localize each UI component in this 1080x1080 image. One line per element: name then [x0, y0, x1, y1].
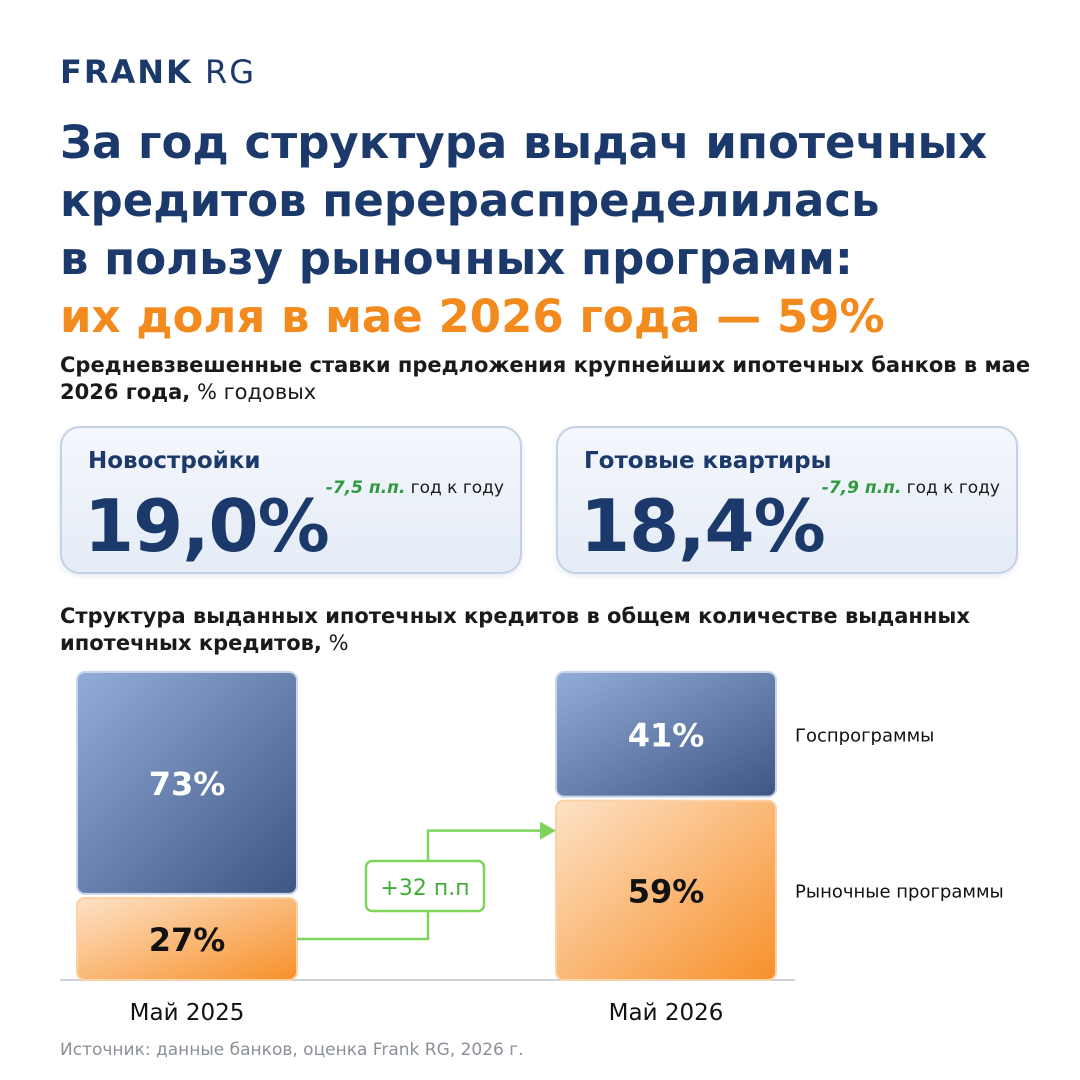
structure-section-title: Структура выданных ипотечных кредитов в …	[60, 603, 1040, 657]
annotation-label: +32 п.п	[380, 876, 469, 901]
rate-card-change: -7,5 п.п. год к году	[326, 478, 504, 498]
structure-title-main: Структура выданных ипотечных кредитов в …	[60, 604, 970, 655]
rate-card-value: 18,4%	[580, 484, 826, 568]
bar-gov-programs	[76, 671, 298, 895]
rates-title-main: Средневзвешенные ставки предложения круп…	[60, 353, 1031, 404]
bar-market-label: 59%	[628, 872, 705, 910]
rate-card-delta: -7,9 п.п.	[821, 478, 902, 498]
bar-market-label: 27%	[149, 921, 226, 959]
category-label: Май 2025	[130, 1000, 245, 1026]
annotation-box	[364, 859, 486, 913]
brand-suffix: RG	[205, 53, 257, 91]
rate-card-delta-suffix: год к году	[405, 478, 504, 498]
rate-card-title: Новостройки	[88, 448, 261, 474]
brand-name: FRANK	[60, 53, 193, 91]
structure-title-unit: %	[321, 631, 349, 655]
rate-card-change: -7,9 п.п. год к году	[822, 478, 1000, 498]
headline-line-3: в пользу рыночных программ:	[60, 232, 853, 285]
rates-title-unit: % годовых	[190, 380, 317, 404]
headline-accent: их доля в мае 2026 года — 59%	[60, 290, 885, 343]
bar-gov-label: 41%	[628, 716, 705, 754]
bar-gov-label: 73%	[149, 765, 226, 803]
rate-card-title: Готовые квартиры	[584, 448, 832, 474]
rate-card-ready-apartments: Готовые квартиры 18,4% -7,9 п.п. год к г…	[556, 426, 1018, 574]
growth-arrow-head	[540, 821, 556, 840]
rates-section-title: Средневзвешенные ставки предложения круп…	[60, 352, 1040, 406]
brand-logo: FRANK RG	[60, 56, 256, 88]
rate-card-delta-suffix: год к году	[901, 478, 1000, 498]
bar-gov-programs	[555, 671, 777, 798]
bar-market-programs	[555, 799, 777, 982]
rate-card-delta: -7,5 п.п.	[325, 478, 406, 498]
source-note: Источник: данные банков, оценка Frank RG…	[60, 1040, 524, 1060]
category-label: Май 2026	[609, 1000, 724, 1026]
rate-card-new-buildings: Новостройки 19,0% -7,5 п.п. год к году	[60, 426, 522, 574]
legend-market-programs: Рыночные программы	[795, 881, 1004, 902]
rate-card-value: 19,0%	[84, 484, 330, 568]
headline-line-2: кредитов перераспределилась	[60, 174, 880, 227]
legend-gov-programs: Госпрограммы	[795, 725, 934, 746]
headline: За год структура выдач ипотечных кредито…	[60, 114, 1040, 346]
headline-line-1: За год структура выдач ипотечных	[60, 116, 988, 169]
